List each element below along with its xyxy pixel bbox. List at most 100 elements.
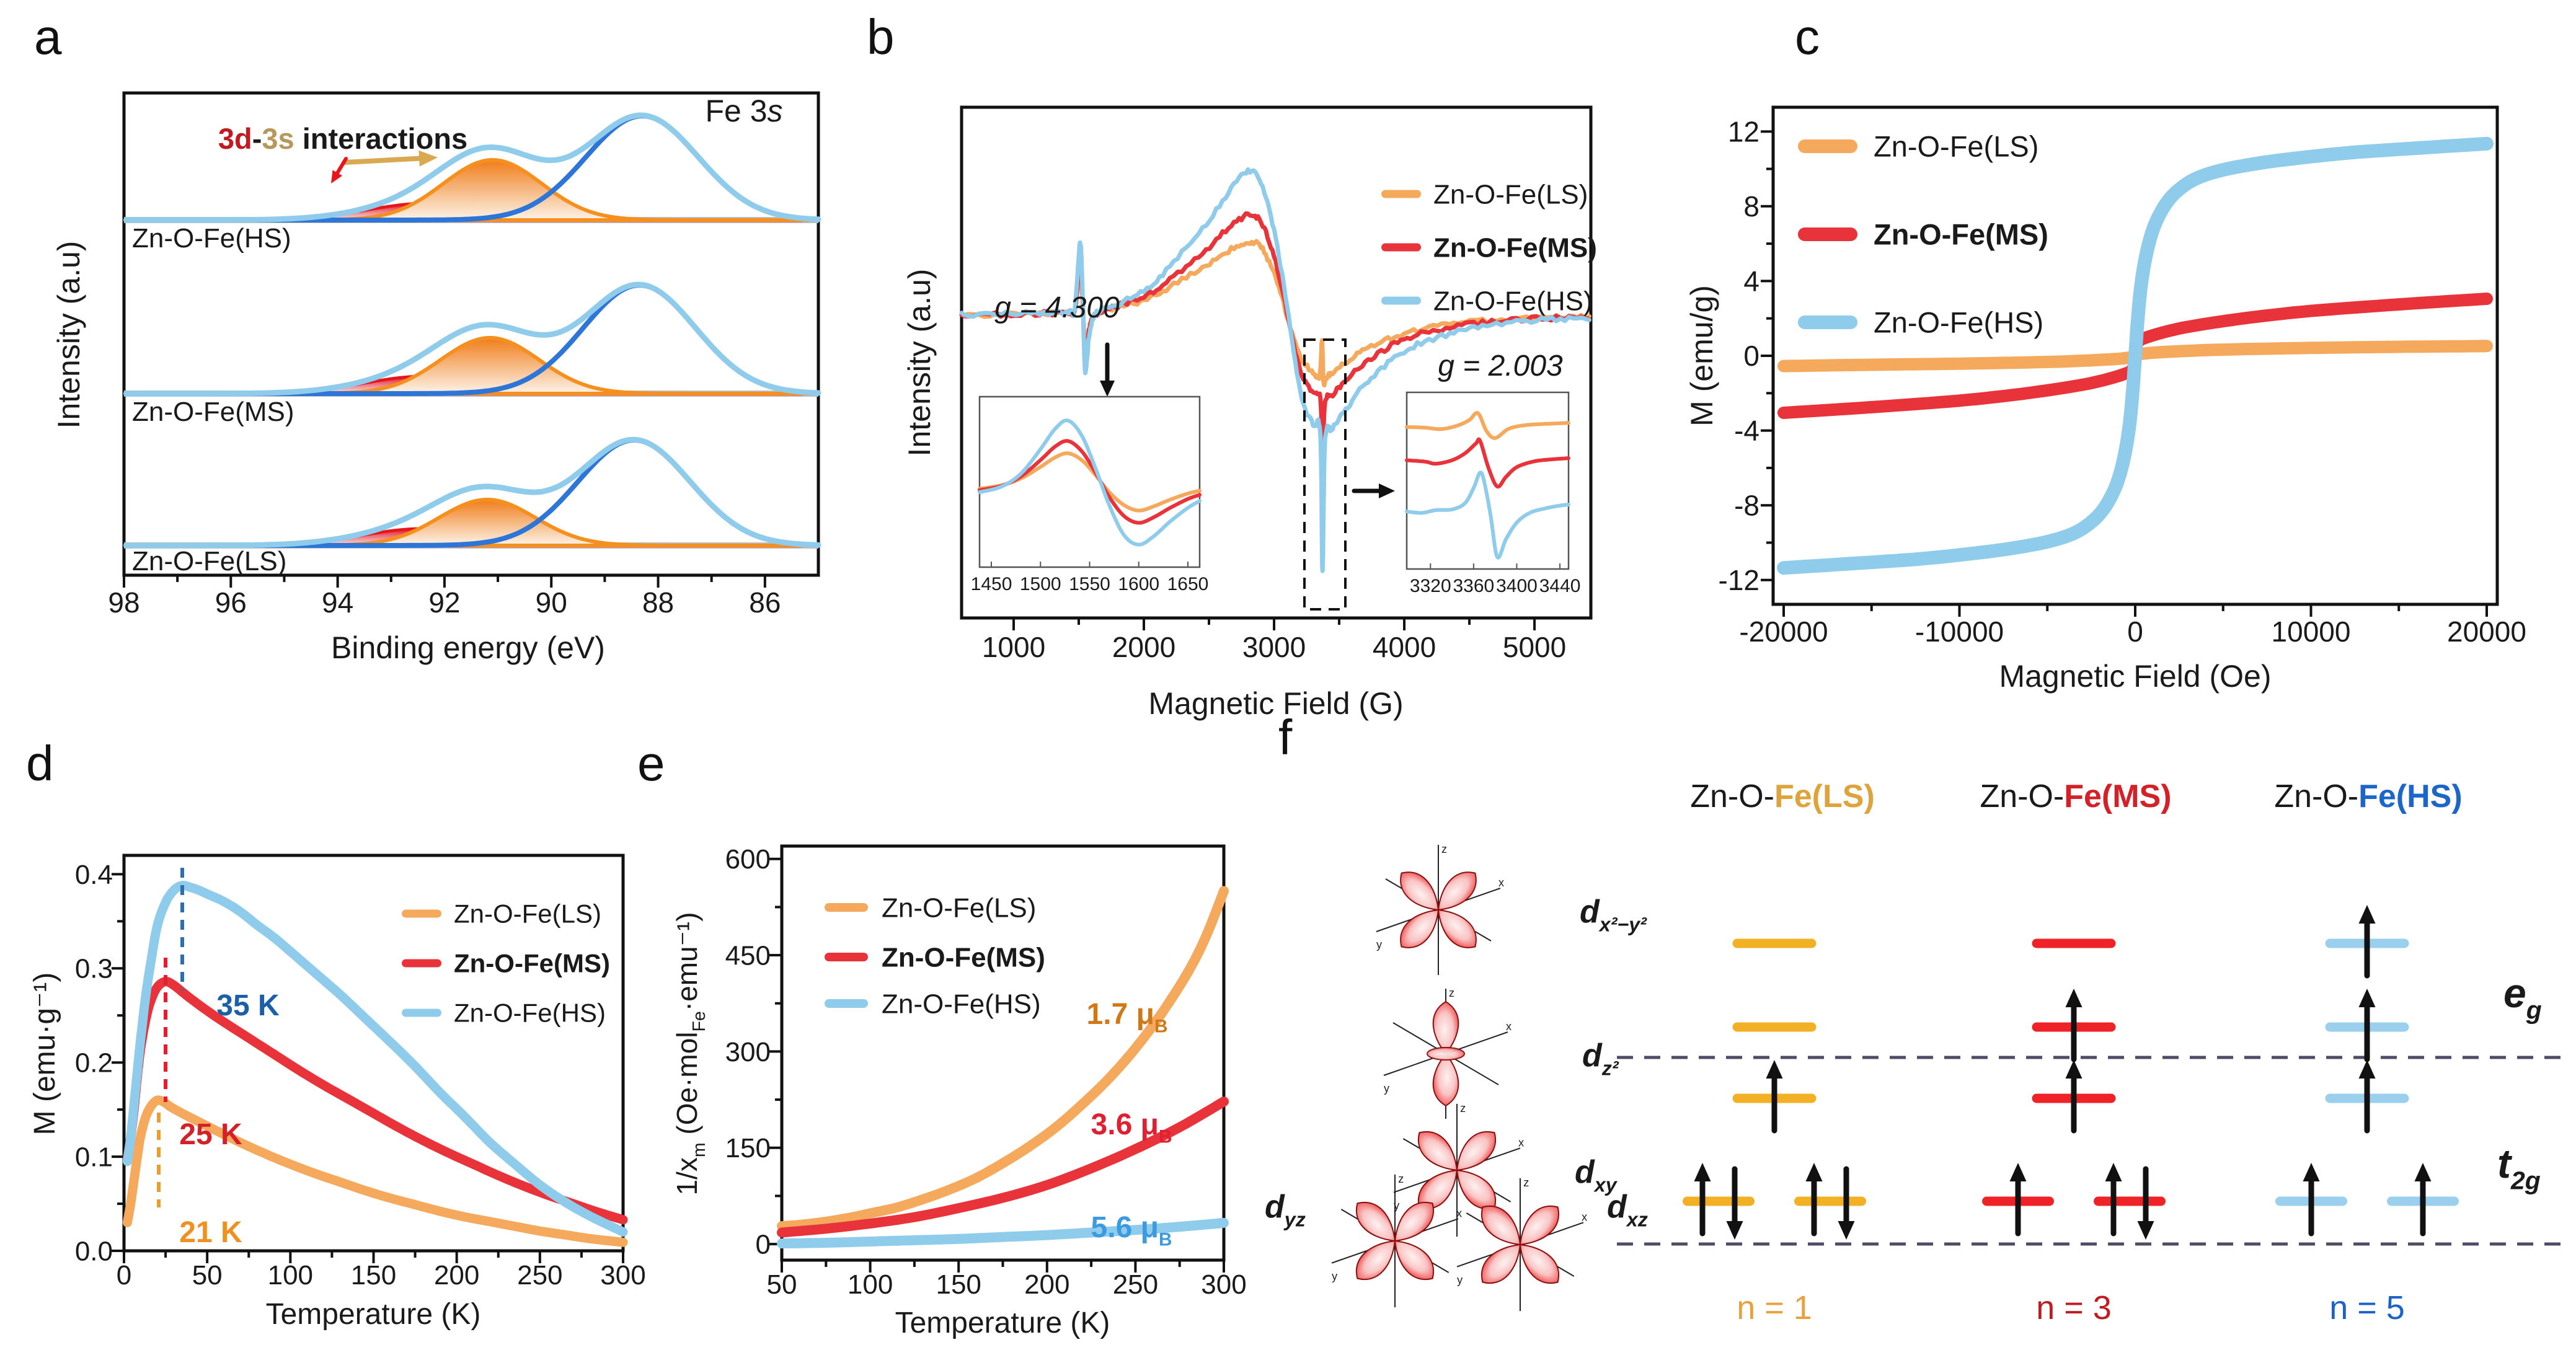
annotation: 5.6 μB — [1091, 1211, 1172, 1250]
orbital-lobe — [1432, 1052, 1459, 1107]
inset-series-ls — [1405, 411, 1570, 440]
legend-swatch — [1798, 139, 1857, 153]
x-axis-title: Magnetic Field (Oe) — [1999, 659, 2271, 694]
arrow — [335, 157, 348, 175]
panel-c-chart: -20000 -10000 0 10000 20000 -12 -8 -4 0 4 8 12 Magne… — [1684, 105, 2526, 694]
orbital-torus — [1427, 1047, 1465, 1061]
annotation: 35 K — [216, 989, 280, 1022]
panel-a-chart: 98 96 94 92 90 88 86 Binding energy (eV) Intensi… — [51, 91, 821, 665]
x-tick-label: 100 — [848, 1269, 893, 1300]
annotation: 25 K — [179, 1118, 242, 1151]
orbital-label: dyz — [1265, 1189, 1306, 1231]
legend-swatch — [825, 953, 868, 961]
component-orange — [124, 157, 818, 222]
legend-label: Zn-O-Fe(MS) — [1433, 232, 1597, 263]
panel-f-diagram: Zn-O-Fe(LS) Zn-O-Fe(MS) Zn-O-Fe(HS) n = 1 n … — [1265, 779, 2562, 1326]
x-tick-label: 90 — [536, 586, 567, 619]
x-tick-label: 4000 — [1373, 631, 1436, 663]
axis-letter: z — [1441, 843, 1447, 855]
axis-letter: z — [1449, 987, 1454, 999]
y-tick-label: 4 — [1743, 265, 1759, 297]
inset-tick-label: 1500 — [1020, 574, 1061, 594]
x-tick-label: 98 — [108, 586, 139, 619]
orbital-lobe — [1456, 1131, 1497, 1171]
inset-tick-label: 1550 — [1069, 574, 1110, 594]
orbital-level-bar — [1794, 1196, 1866, 1206]
orbital-level-bar — [1732, 1022, 1817, 1032]
y-axis-title: M (emu/g) — [1684, 285, 1719, 426]
legend-label: Zn-O-Fe(MS) — [454, 949, 610, 978]
legend-swatch — [402, 909, 441, 918]
inset-1: 1450 1500 1550 1600 1650 — [971, 395, 1208, 594]
x-axis-title: Magnetic Field (G) — [1148, 686, 1403, 721]
orbital-dz2: z x y — [1383, 987, 1512, 1119]
legend-label: Zn-O-Fe(HS) — [882, 989, 1041, 1019]
annotation: 3.6 μB — [1091, 1108, 1172, 1147]
interaction-annotation: 3d-3s interactions — [218, 122, 467, 155]
legend-swatch — [1798, 315, 1857, 329]
legend-label: Zn-O-Fe(LS) — [454, 899, 601, 929]
orbital-group-label: eg — [2503, 970, 2542, 1024]
y-tick-label: -8 — [1734, 489, 1759, 521]
spectrum-label: Zn-O-Fe(HS) — [132, 223, 291, 254]
spin-up-arrow — [2009, 1163, 2027, 1181]
axis-letter: x — [1582, 1210, 1587, 1223]
orbital-lobe — [1519, 1205, 1560, 1246]
x-tick-label: 300 — [1201, 1269, 1246, 1300]
y-tick-label: 0.1 — [75, 1142, 113, 1172]
annotation: g = 4.300 — [994, 291, 1120, 324]
spin-up-arrow — [1694, 1163, 1711, 1181]
orbital-lobe — [1394, 1240, 1435, 1281]
legend-label: Zn-O-Fe(HS) — [454, 999, 606, 1028]
legend-swatch — [1381, 190, 1421, 198]
x-tick-label: 5000 — [1503, 631, 1566, 663]
legend-label: Zn-O-Fe(MS) — [1874, 218, 2048, 250]
orbital-level-bar — [2094, 1196, 2166, 1206]
legend-swatch — [825, 903, 868, 912]
inset-series-hs — [1405, 470, 1570, 560]
axis-letter: x — [1456, 1206, 1462, 1219]
axis-letter: x — [1518, 1136, 1524, 1149]
orbital-label: dz² — [1582, 1038, 1619, 1080]
axis-letter: y — [1457, 1273, 1463, 1286]
orbital-clover: z x y — [1376, 843, 1504, 975]
inset-frame — [1405, 391, 1570, 570]
spin-up-arrow — [2358, 1060, 2376, 1079]
x-tick-label: 250 — [517, 1260, 562, 1290]
orbital-lobe — [1519, 1243, 1560, 1284]
orbital-lobe — [1437, 909, 1477, 948]
y-tick-label: 0.4 — [75, 860, 113, 890]
axis-letter: x — [1506, 1020, 1512, 1033]
x-tick-label: 250 — [1113, 1269, 1158, 1300]
legend-label: Zn-O-Fe(HS) — [1874, 306, 2043, 338]
x-tick-label: 96 — [215, 586, 247, 619]
spin-up-arrow — [2303, 1163, 2320, 1181]
arrow-head — [418, 150, 438, 167]
annotation: 21 K — [179, 1216, 242, 1249]
y-axis-title: M (emu·g⁻¹) — [29, 973, 61, 1136]
orbital-lobe — [1394, 1201, 1435, 1242]
legend-swatch — [1381, 296, 1421, 305]
series-hs — [1777, 136, 2494, 575]
orbital-clover: z x y — [1456, 1176, 1587, 1312]
legend-swatch — [402, 959, 441, 968]
orbital-lobe — [1481, 1243, 1521, 1284]
x-tick-label: 150 — [351, 1260, 396, 1290]
panel-d-chart: 0 50 100 150 200 250 300 0.0 0.1 0.2 0.3 0.4 Tempera… — [29, 854, 646, 1331]
panel-letter-b: b — [867, 9, 895, 64]
spin-up-arrow — [1805, 1163, 1823, 1181]
orbital-level-bar — [1683, 1196, 1755, 1206]
spin-down-arrow — [1838, 1221, 1855, 1240]
inset-series-ms — [1405, 437, 1570, 489]
y-axis-title: Intensity (a.u) — [51, 241, 86, 429]
x-tick-label: 200 — [1024, 1269, 1069, 1300]
orbital-label: dxy — [1575, 1154, 1618, 1196]
inset-2: 3320 3360 3400 3440 — [1405, 391, 1580, 596]
n-unpaired-label: n = 3 — [2036, 1289, 2112, 1326]
arrow — [342, 156, 422, 165]
axis-letter: y — [1376, 938, 1382, 951]
x-tick-label: 100 — [268, 1260, 313, 1290]
inset-tick-label: 1450 — [971, 574, 1012, 594]
panel-e-chart: 50 100 150 200 250 300 0 150 300 450 600 Temperatur… — [671, 844, 1247, 1339]
